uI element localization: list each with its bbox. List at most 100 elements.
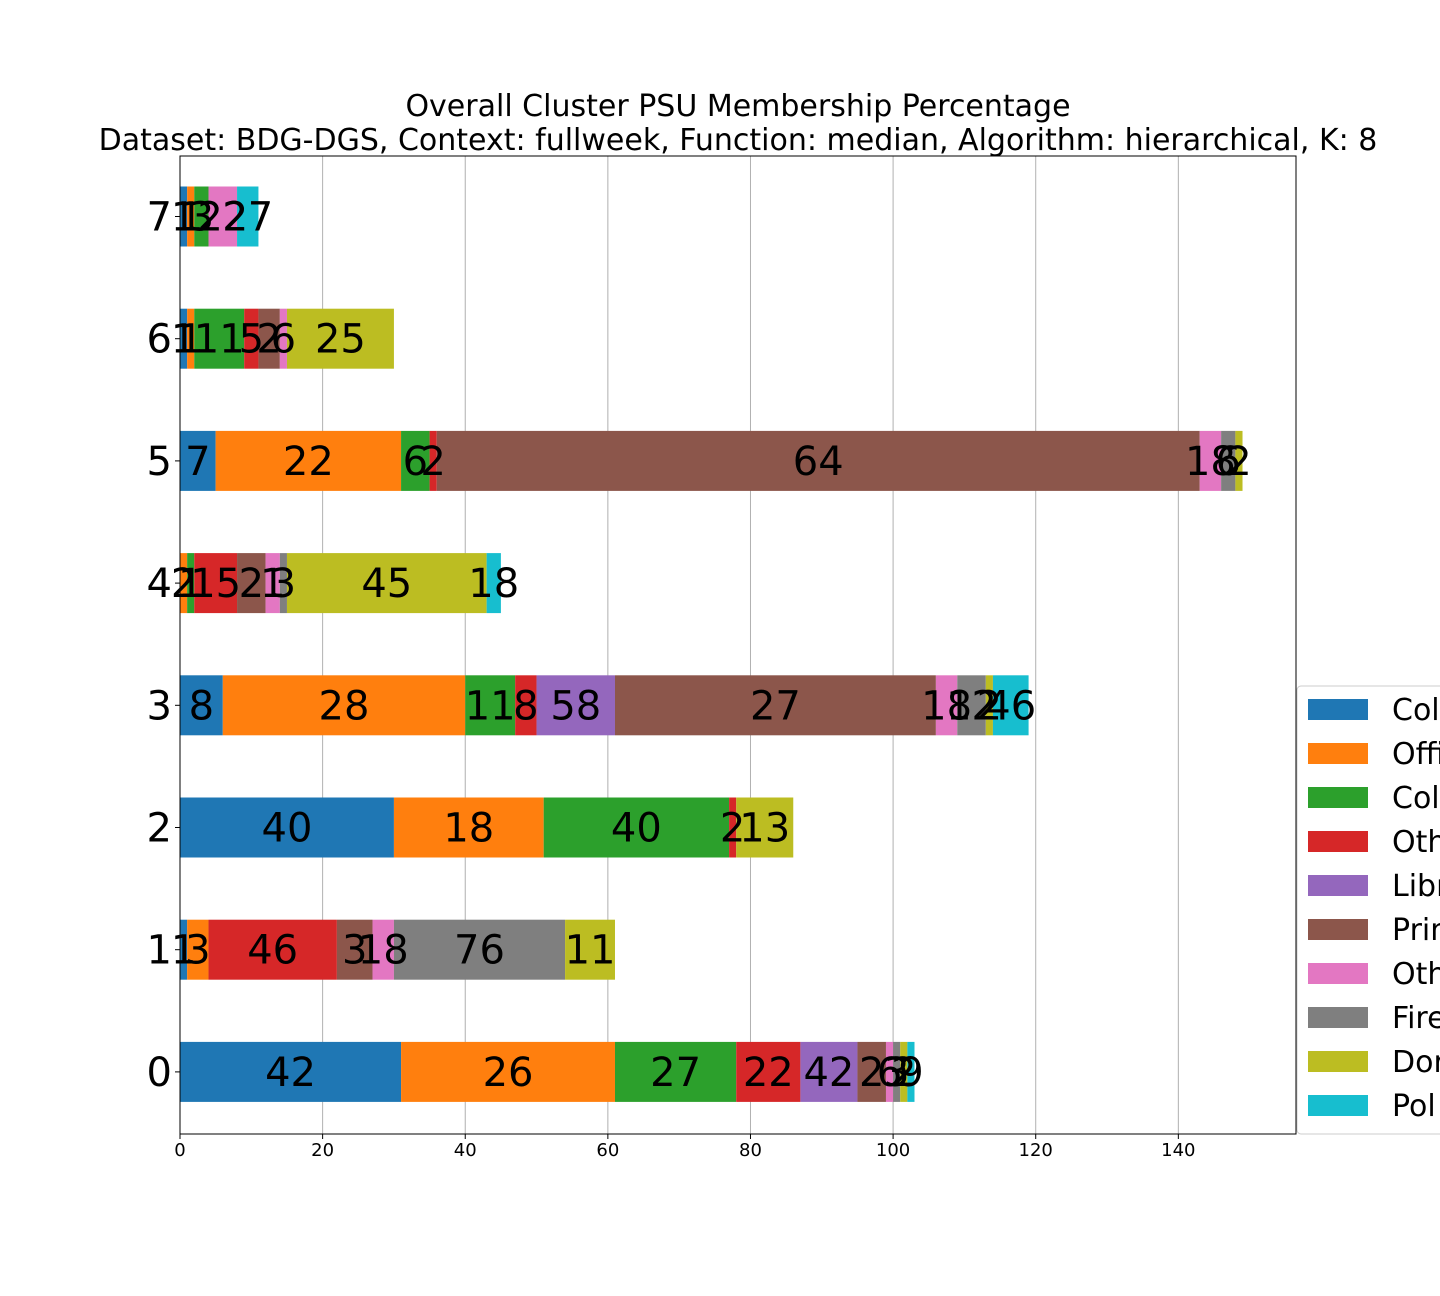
legend-swatch: [1308, 699, 1368, 720]
bar-value-label: 1: [171, 928, 196, 974]
bar-value-label: 11: [465, 683, 516, 729]
bar-value-label: 2: [420, 439, 445, 485]
bar-value-label: 2: [977, 683, 1002, 729]
bar-value-label: 18: [1185, 439, 1236, 485]
legend-label: Prim: [1392, 913, 1440, 948]
bar-value-label: 7: [185, 439, 210, 485]
bar-value-label: 1: [171, 317, 196, 363]
bar-segment: [992, 675, 1029, 736]
bar-segment: [244, 308, 259, 369]
bar-value-label: 22: [197, 195, 248, 241]
legend-label: Libr: [1392, 869, 1440, 904]
bar-segment: [857, 1041, 886, 1102]
bar-value-label: 15: [190, 561, 241, 607]
x-axis: 0 20 40 60 80 100 120 140: [174, 1134, 1196, 1161]
bar-value-label: 40: [611, 806, 662, 852]
bar-segment: [180, 797, 394, 858]
bar-segment: [180, 1041, 402, 1102]
legend-swatch: [1308, 831, 1368, 852]
bar-segment: [900, 1041, 908, 1102]
x-tick-label: 20: [311, 1140, 334, 1161]
legend-swatch: [1308, 743, 1368, 764]
bar-value-label: 3: [185, 928, 210, 974]
legend-swatch: [1308, 875, 1368, 896]
bar-value-label: 76: [454, 928, 505, 974]
y-axis: 0 1 2 3 4 5 6 7: [147, 195, 180, 1096]
bar-segment: [1221, 430, 1236, 491]
bar-segment: [393, 919, 566, 980]
legend-label: Dor: [1392, 1045, 1440, 1080]
bar-value-label: 8: [513, 683, 538, 729]
bar-segment: [258, 308, 280, 369]
bar-value-label: 18: [443, 806, 494, 852]
chart-subtitle: Dataset: BDG-DGS, Context: fullweek, Fun…: [99, 123, 1378, 158]
bar-value-label: 1: [171, 195, 196, 241]
bar-segment: [515, 675, 537, 736]
bar-segment: [180, 186, 188, 247]
bar-segment: [208, 186, 238, 247]
bar-value-label: 1: [178, 317, 203, 363]
bar-segment: [180, 919, 188, 980]
bar-segment: [222, 675, 466, 736]
bar-value-label: 40: [262, 806, 313, 852]
bar-value-label: 22: [283, 439, 334, 485]
bar-segment: [180, 430, 216, 491]
bar-value-label: 27: [222, 195, 273, 241]
x-tick-label: 140: [1161, 1140, 1195, 1161]
bar-value-label: 1: [178, 195, 203, 241]
plot-frame: [179, 155, 1297, 1135]
bar-value-label: 11: [194, 317, 245, 363]
legend: Col Offi Col Oth Libr Prim Oth Fire Dor Pol: [1296, 685, 1440, 1135]
bar-segment: [194, 553, 238, 614]
x-tick-label: 0: [174, 1140, 185, 1161]
bar-value-label: 3: [271, 561, 296, 607]
bar-value-label: 2: [1226, 439, 1251, 485]
legend-swatch: [1308, 1095, 1368, 1116]
legend-swatch: [1308, 1051, 1368, 1072]
bar-value-label: 27: [750, 683, 801, 729]
bar-value-label: 18: [358, 928, 409, 974]
legend-label: Fire: [1392, 1001, 1440, 1036]
bar-value-label: 42: [803, 1050, 854, 1096]
legend-label: Offi: [1392, 737, 1440, 772]
bar-segment: [800, 1041, 858, 1102]
bar-value-label: 3: [884, 1050, 909, 1096]
bar-segment: [1235, 430, 1243, 491]
bar-segment: [736, 797, 794, 858]
bar-segment: [180, 308, 188, 369]
bar-value-label: 13: [739, 806, 790, 852]
bar-segment: [486, 553, 501, 614]
bar-value-label: 58: [550, 683, 601, 729]
bar-value-label: 6: [403, 439, 428, 485]
bar-segment: [279, 308, 287, 369]
bar-segment: [194, 308, 245, 369]
legend-swatch: [1308, 919, 1368, 940]
bar-segment: [465, 675, 516, 736]
bar-segment: [1199, 430, 1222, 491]
bar-segment: [893, 1041, 901, 1102]
bar-segment: [736, 1041, 801, 1102]
bar-segment: [401, 1041, 615, 1102]
bar-segment: [614, 675, 936, 736]
x-tick-label: 100: [876, 1140, 910, 1161]
bar-segment: [393, 797, 544, 858]
bar-segment: [187, 308, 195, 369]
bar-segment: [985, 675, 993, 736]
bar-segment: [885, 1041, 894, 1102]
legend-swatch: [1308, 963, 1368, 984]
bar-value-label: 11: [565, 928, 616, 974]
x-tick-label: 40: [454, 1140, 477, 1161]
bar-value-label: 18: [921, 683, 972, 729]
x-tick-label: 60: [596, 1140, 619, 1161]
bar-segment: [286, 553, 487, 614]
bar-value-label: 2: [891, 1050, 916, 1096]
bar-value-label: 6: [271, 317, 296, 363]
bar-value-label: 2: [239, 561, 264, 607]
y-tick-label: 0: [147, 1050, 172, 1096]
gridlines: [179, 156, 1179, 1134]
bar-segment: [401, 430, 430, 491]
bar-value-label: 64: [793, 439, 844, 485]
bar-value-label: 18: [468, 561, 519, 607]
